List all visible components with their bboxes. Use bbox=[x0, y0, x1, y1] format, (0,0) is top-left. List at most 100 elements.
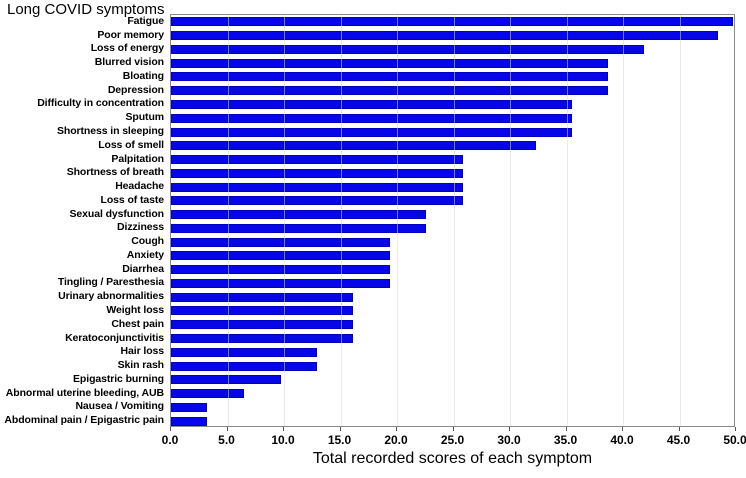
y-axis-label: Epigastric burning bbox=[73, 372, 164, 385]
bar bbox=[171, 334, 353, 344]
x-axis-tick-label: 50.0 bbox=[723, 433, 746, 447]
x-axis-title: Total recorded scores of each symptom bbox=[312, 450, 593, 467]
y-axis-label: Dizziness bbox=[117, 221, 164, 234]
bar bbox=[171, 31, 718, 41]
bar bbox=[171, 210, 427, 220]
y-axis-label: Abnormal uterine bleeding, AUB bbox=[5, 386, 164, 399]
y-axis-label: Cough bbox=[131, 235, 164, 248]
y-axis-label: Hair loss bbox=[120, 345, 165, 358]
x-axis-tick-label: 5.0 bbox=[218, 433, 235, 447]
x-axis-tick bbox=[396, 427, 397, 431]
x-axis-tick bbox=[735, 427, 736, 431]
gridline-overlay bbox=[679, 15, 681, 426]
gridline-overlay bbox=[227, 15, 229, 426]
y-axis-label: Skin rash bbox=[117, 359, 164, 372]
bar bbox=[171, 168, 463, 178]
y-axis-label: Nausea / Vomiting bbox=[75, 400, 164, 413]
x-axis-tick bbox=[565, 427, 567, 431]
bar bbox=[171, 113, 573, 123]
bar bbox=[171, 155, 463, 165]
y-axis-label: Shortness of breath bbox=[66, 166, 164, 179]
bar bbox=[171, 278, 391, 288]
y-axis-label: Palpitation bbox=[111, 152, 164, 165]
y-axis-label: Keratoconjunctivitis bbox=[65, 331, 164, 344]
y-axis-labels: Fatigue Poor memory Loss of energy Blurred … bbox=[0, 14, 164, 427]
gridline bbox=[453, 15, 455, 426]
bar bbox=[171, 237, 391, 247]
bar bbox=[171, 389, 245, 399]
gridline bbox=[284, 15, 285, 426]
bar bbox=[171, 99, 573, 109]
y-axis-label: Loss of smell bbox=[98, 138, 164, 151]
x-axis-tick bbox=[283, 427, 284, 431]
gridline-overlay bbox=[453, 15, 455, 426]
bar bbox=[171, 306, 353, 316]
bar bbox=[171, 375, 281, 385]
x-axis-tick-label: 20.0 bbox=[384, 433, 408, 447]
x-axis-tick-label: 0.0 bbox=[161, 433, 179, 447]
y-axis-label: Weight loss bbox=[106, 303, 164, 316]
gridline-overlay bbox=[340, 15, 342, 426]
gridline-overlay bbox=[566, 15, 568, 426]
gridline-overlay bbox=[623, 15, 624, 426]
y-axis-label: Anxiety bbox=[126, 248, 164, 261]
y-axis-label: Loss of taste bbox=[100, 193, 165, 206]
x-axis-tick-label: 40.0 bbox=[610, 433, 634, 447]
y-axis-label: Shortness in sleeping bbox=[56, 125, 164, 138]
x-axis-tick bbox=[678, 427, 680, 431]
bar bbox=[171, 292, 353, 302]
bar bbox=[171, 86, 609, 96]
chart-title: Long COVID symptoms bbox=[7, 1, 165, 18]
bar bbox=[171, 182, 463, 192]
gridline bbox=[340, 15, 342, 426]
y-axis-label: Difficulty in concentration bbox=[37, 97, 164, 110]
gridline bbox=[510, 15, 511, 426]
y-axis-label: Tingling / Paresthesia bbox=[57, 276, 164, 289]
bar bbox=[171, 416, 208, 426]
x-axis-tick-label: 45.0 bbox=[666, 433, 691, 447]
y-axis-label: Loss of energy bbox=[90, 42, 164, 55]
bar bbox=[171, 223, 427, 233]
bar bbox=[171, 127, 573, 137]
bar bbox=[171, 58, 609, 68]
y-axis-label: Blurred vision bbox=[94, 56, 164, 69]
gridline bbox=[566, 15, 568, 426]
x-axis-tick-label: 30.0 bbox=[497, 433, 521, 447]
x-axis-tick-label: 35.0 bbox=[553, 433, 578, 447]
y-axis-label: Diarrhea bbox=[122, 262, 164, 275]
x-axis-tick-label: 10.0 bbox=[271, 433, 295, 447]
bar bbox=[171, 44, 645, 54]
y-axis-label: Bloating bbox=[122, 69, 164, 82]
x-axis-tick bbox=[226, 427, 228, 431]
x-axis-tick bbox=[339, 427, 341, 431]
bar bbox=[171, 320, 353, 330]
y-axis-label: Sputum bbox=[125, 111, 165, 124]
plot-area bbox=[170, 14, 735, 427]
bar bbox=[171, 347, 317, 357]
x-axis-tick bbox=[509, 427, 510, 431]
x-axis-tick bbox=[452, 427, 454, 431]
bar bbox=[171, 141, 536, 151]
gridline bbox=[679, 15, 681, 426]
x-axis-tick bbox=[622, 427, 623, 431]
bar bbox=[171, 402, 208, 412]
x-axis-tick-label: 15.0 bbox=[327, 433, 352, 447]
bar bbox=[171, 196, 463, 206]
y-axis-label: Fatigue bbox=[127, 14, 164, 27]
y-axis-label: Sexual dysfunction bbox=[69, 207, 165, 220]
gridline-overlay bbox=[510, 15, 511, 426]
y-axis-label: Headache bbox=[115, 180, 164, 193]
gridline bbox=[397, 15, 398, 426]
x-axis-tick-label: 25.0 bbox=[440, 433, 465, 447]
y-axis-label: Chest pain bbox=[111, 317, 164, 330]
gridline bbox=[623, 15, 624, 426]
bar bbox=[171, 17, 733, 27]
gridline-overlay bbox=[397, 15, 398, 426]
y-axis-label: Depression bbox=[107, 83, 164, 96]
bar bbox=[171, 72, 609, 82]
x-axis-tick bbox=[170, 427, 171, 431]
gridline-overlay bbox=[284, 15, 285, 426]
y-axis-label: Poor memory bbox=[97, 28, 164, 41]
gridline bbox=[227, 15, 229, 426]
